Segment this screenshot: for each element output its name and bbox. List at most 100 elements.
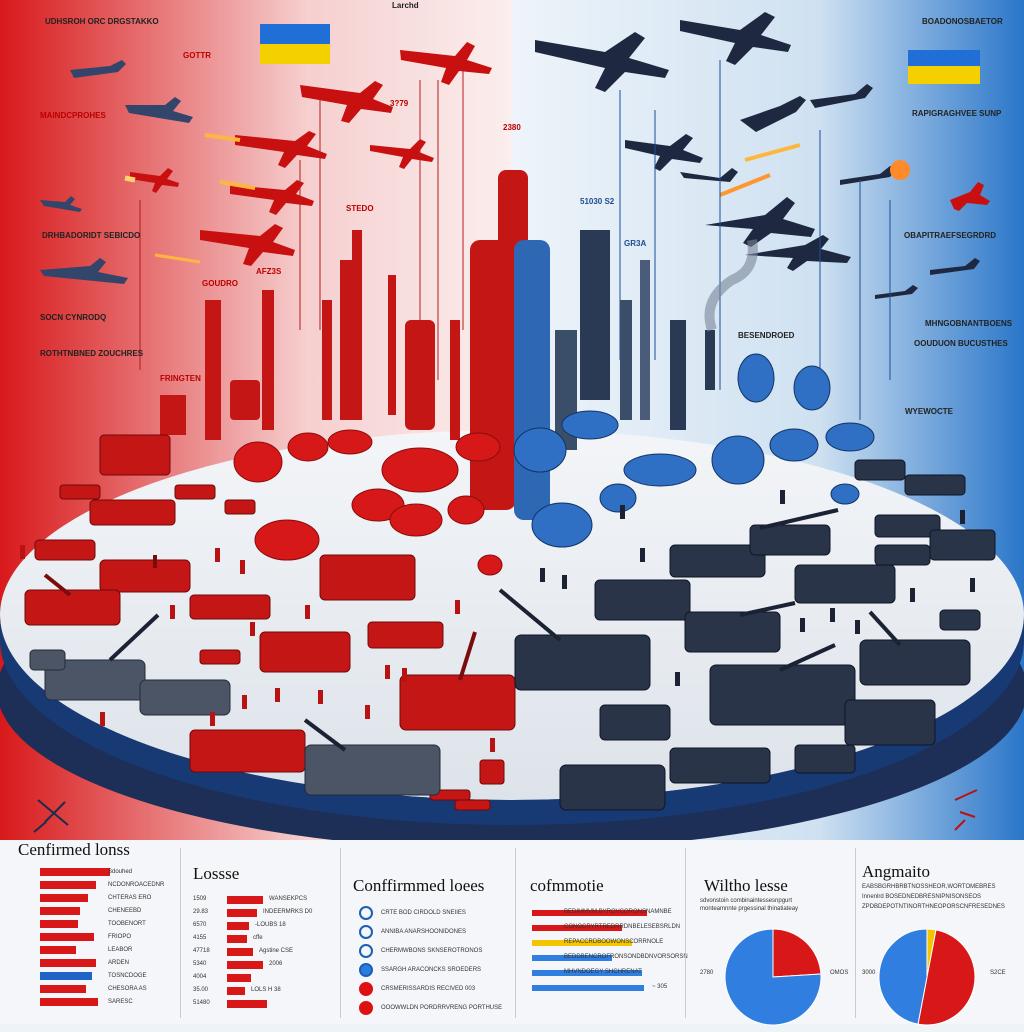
top-label-4: 51030 S2 (580, 197, 615, 206)
left-label-8: FRINGTEN (160, 374, 201, 383)
loss-bar-label: SARESC (108, 999, 133, 1005)
right-label-1: RAPIGRAGHVEE SUNP (912, 109, 1002, 118)
loss-value-label: Agstine CSE (259, 948, 294, 954)
ultimo-text-0: sdvonstoin combinaintessesnpgurt (700, 898, 793, 904)
ultimo-heading: Wiltho lesse (704, 876, 788, 895)
annotation-lines-left (139, 70, 464, 380)
loss-value-label: 2006 (269, 961, 283, 967)
gun-barrels-red (43, 555, 477, 681)
pie-chart-1 (724, 928, 822, 1026)
ultimo-text-1: monteamnnte prgessinal thinatiateay (700, 906, 799, 912)
list-marker-icon (359, 963, 373, 977)
loss-bar (40, 881, 96, 889)
pie-slice-red (772, 928, 822, 978)
loss-bar-label: ARDEN (108, 960, 130, 966)
ultimo-column: Wiltho lesse sdvonstoin combinaintessesn… (690, 840, 855, 1026)
confirmed-list-heading: Conffirmmed loees (353, 876, 485, 895)
angmaito-heading: Angmaito (862, 862, 930, 881)
loss-value: 5340 (193, 961, 207, 967)
loss-bar-label: CHTERAS ERO (108, 895, 152, 901)
loss-bar (40, 868, 110, 876)
missile-trails-left (124, 133, 256, 264)
loss-value-label: INDEERMRKS D0 (263, 909, 313, 915)
aircraft-right-red (950, 182, 990, 211)
soldiers-left (20, 545, 495, 752)
loss-value-label: cffe (253, 935, 263, 941)
cof-bar (532, 940, 632, 946)
ultimo-side-left: 2780 (700, 970, 714, 976)
loss-value-label: WANSEKPCS (269, 896, 308, 902)
list-item: CRTE BOD CIRDOLD SNEIIES (381, 910, 466, 916)
divider (685, 848, 686, 1018)
confirmed-losses-heading: Cenfirmed lonss (18, 840, 130, 859)
losses-column: Lossse 1509 WANSEKPCS 29.83 INDEERMRKS D0 65… (185, 840, 350, 1024)
loss-value-bar (227, 948, 253, 956)
annotation-lines-right (619, 60, 891, 420)
confirmed-list-column: Conffirmmed loees CRTE BOD CIRDOLD SNEII… (345, 840, 510, 1024)
loss-value: 47718 (193, 948, 210, 954)
top-label-5: GR3A (624, 239, 647, 248)
list-marker-icon (359, 982, 373, 996)
cof-bar-label: BEDDBENCROFRONSONDBDNVORSORSN (564, 954, 688, 960)
angmaito-text-0: EABSBGRHBRBTNOSSHEOR,WORTOMEBRES (862, 884, 996, 890)
loss-bar-label: Sdouhed (108, 869, 133, 875)
loss-value-bar (227, 935, 247, 943)
loss-bar (40, 894, 88, 902)
battlefield-illustration (0, 0, 1024, 860)
loss-value: 4004 (193, 974, 207, 980)
loss-bar-label: TOSNCDOGE (108, 973, 147, 979)
list-item: CRSMERISSARDIS RECIVED 003 (381, 986, 476, 992)
cof-bar (532, 925, 622, 931)
cof-bar-label: ~ 305 (652, 984, 668, 990)
vehicles-right (514, 459, 996, 811)
divider (180, 848, 181, 1018)
loss-bar (40, 933, 94, 941)
list-item: OOOWWLDN PORDRRVRENG PORTHUSE (381, 1005, 503, 1011)
cof-bar (532, 910, 647, 916)
angmaito-side-right: S2CE (990, 970, 1006, 976)
cof-bar (532, 955, 612, 961)
pie-chart-2 (878, 928, 976, 1026)
loss-value-bar (227, 922, 249, 930)
refinery-left (160, 170, 528, 510)
angmaito-side-left: 3000 (862, 970, 876, 976)
loss-value: 1509 (193, 896, 207, 902)
right-label-4: OOUDUON BUCUSTHES (914, 339, 1008, 348)
loss-value: 51480 (193, 1000, 210, 1006)
loss-bar (40, 920, 78, 928)
loss-value-label: -LOUBS 18 (255, 922, 286, 928)
loss-bar-label: CHESORA AS (108, 986, 147, 992)
cof-bar (532, 970, 642, 976)
loss-value: 35.00 (193, 987, 209, 993)
pie-slice-blue (878, 928, 928, 1025)
cof-bar (532, 985, 644, 991)
right-label-3: MHNGOBNANTBOENS (925, 319, 1013, 328)
cof-bar-label: CONOCRYRTREDRRDNBELESEBSRLDN (564, 924, 681, 930)
left-label-2: DRHBADORIDT SEBICDO (42, 231, 141, 240)
divider (515, 848, 516, 1018)
left-label-0: UDHSROH ORC DRGSTAKKO (45, 17, 159, 26)
vehicles-left-grey (29, 649, 441, 796)
loss-bar-label: TOOBENORT (108, 921, 146, 927)
cof-bar-label: BEDIMMVM BYROVCORONSNAMNBE (564, 909, 672, 915)
loss-bar (40, 985, 86, 993)
loss-value-label: LOLS H 38 (251, 987, 281, 993)
list-marker-icon (359, 925, 373, 939)
confirmed-losses-column: Cenfirmed lonss Sdouhed NCDONROACEDNR CHTE… (0, 840, 175, 1024)
right-label-6: BESENDROED (738, 331, 795, 340)
divider (340, 848, 341, 1018)
loss-bar (40, 959, 96, 967)
loss-bar (40, 972, 92, 980)
divider (855, 848, 856, 1018)
loss-bar-label: NCDONROACEDNR (108, 882, 165, 888)
angmaito-text-2: ZPDBDEPOTNTINORTHNEOPORSCNFRESEDNES (862, 904, 1005, 910)
list-marker-icon (359, 906, 373, 920)
list-item: CHERMWBONS SKNSEROTRONOS (381, 948, 483, 954)
list-marker-icon (359, 1001, 373, 1015)
right-label-0: BOADONOSBAETOR (922, 17, 1003, 26)
loss-bar-label: CHENEEBD (108, 908, 142, 914)
losses-heading: Lossse (193, 864, 240, 883)
soldier-icon-left (33, 799, 69, 833)
storage-tanks-left (233, 429, 503, 576)
vehicles-left (24, 434, 516, 811)
